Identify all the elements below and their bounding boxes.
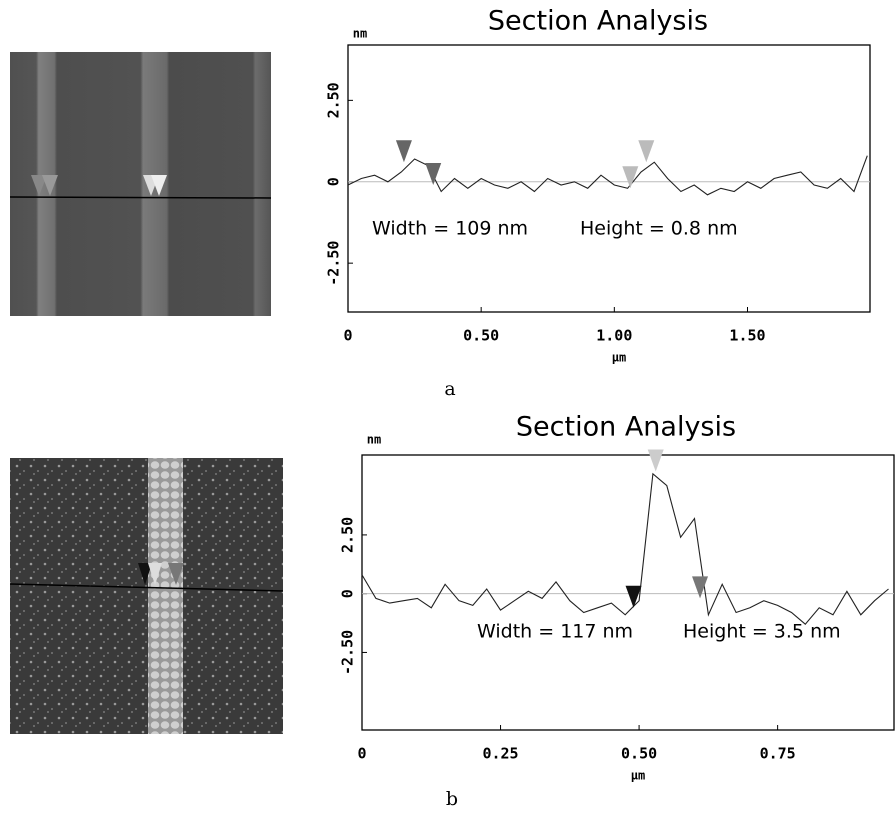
chart-title: Section Analysis — [516, 412, 736, 443]
chart-title: Section Analysis — [488, 6, 708, 37]
x-tick-label: 0.25 — [482, 745, 518, 763]
cursor-marker — [395, 140, 412, 163]
x-tick-label: 1.00 — [596, 327, 632, 345]
cursor-marker — [625, 585, 642, 608]
cursor-marker — [622, 166, 639, 189]
x-tick-label: 0.50 — [463, 327, 499, 345]
y-tick-label: -2.50 — [325, 241, 343, 286]
y-axis-label: nm — [367, 433, 381, 447]
profile-line — [361, 472, 889, 625]
x-tick-label: 0 — [343, 327, 352, 345]
panel-label: b — [446, 788, 458, 810]
cursor-marker — [647, 449, 664, 472]
x-axis-label: μm — [631, 769, 645, 783]
y-tick-label: 2.50 — [339, 517, 357, 553]
afm-image-a — [9, 52, 272, 316]
y-tick-label: 0 — [325, 177, 343, 186]
annotation: Width = 109 nm — [372, 218, 528, 240]
y-tick-label: 2.50 — [325, 82, 343, 118]
annotation: Width = 117 nm — [477, 621, 633, 643]
y-axis-label: nm — [353, 27, 367, 41]
profile-line — [347, 155, 868, 196]
cursor-marker — [425, 163, 442, 186]
plot-frame — [361, 454, 895, 731]
y-tick-label: -2.50 — [339, 630, 357, 675]
x-tick-label: 0 — [357, 745, 366, 763]
plot-frame — [347, 44, 871, 313]
annotation: Height = 3.5 nm — [683, 621, 841, 643]
cursor-marker — [638, 140, 655, 163]
cursor-marker — [692, 576, 709, 599]
y-tick-label: 0 — [339, 589, 357, 598]
x-tick-label: 1.50 — [729, 327, 765, 345]
afm-image-b — [9, 458, 284, 734]
x-axis-label: μm — [612, 351, 626, 365]
x-tick-label: 0.75 — [760, 745, 796, 763]
annotation: Height = 0.8 nm — [580, 218, 738, 240]
x-tick-label: 0.50 — [621, 745, 657, 763]
panel-label: a — [444, 378, 455, 400]
